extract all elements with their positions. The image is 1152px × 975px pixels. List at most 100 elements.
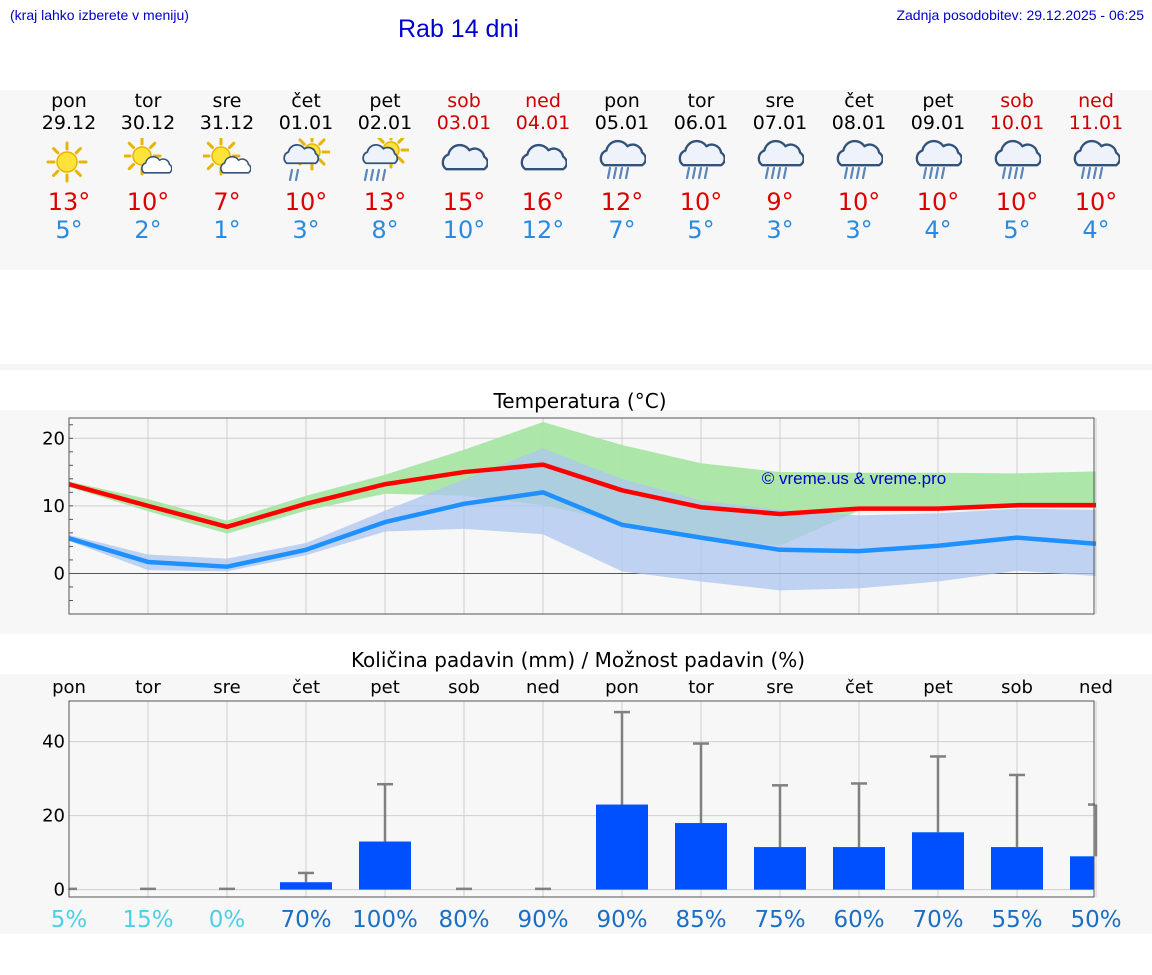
max-temperature: 10° bbox=[679, 188, 723, 216]
day-column: pon 29.12 13° 5° bbox=[29, 90, 109, 244]
day-column: sob 10.01 10° 5° bbox=[977, 90, 1057, 244]
max-temperature: 13° bbox=[47, 188, 91, 216]
day-column: pet 09.01 10° 4° bbox=[898, 90, 978, 244]
day-name: pon bbox=[604, 90, 640, 112]
precipitation-probability: 90% bbox=[517, 907, 568, 933]
day-column: ned 11.01 10° 4° bbox=[1056, 90, 1136, 244]
min-temperature: 5° bbox=[687, 216, 715, 244]
weekday-label: čet bbox=[845, 677, 873, 698]
copyright-watermark: © vreme.us & vreme.pro bbox=[762, 469, 946, 488]
max-temperature: 16° bbox=[521, 188, 565, 216]
precipitation-chart-title: Količina padavin (mm) / Možnost padavin … bbox=[351, 648, 805, 672]
day-column: sob 03.01 15° 10° bbox=[424, 90, 504, 244]
precipitation-bar bbox=[280, 882, 332, 890]
max-temperature: 12° bbox=[600, 188, 644, 216]
y-tick-label: 10 bbox=[42, 496, 65, 517]
menu-hint: (kraj lahko izberete v meniju) bbox=[10, 7, 189, 23]
day-column: pet 02.01 13° 8° bbox=[345, 90, 425, 244]
day-name: čet bbox=[844, 90, 874, 112]
sun-cloud-rain-icon bbox=[362, 138, 409, 182]
cloud-rain-icon bbox=[1073, 139, 1120, 180]
max-temperature: 13° bbox=[363, 188, 407, 216]
max-temperature: 10° bbox=[284, 188, 328, 216]
precipitation-probability: 5% bbox=[51, 907, 88, 933]
min-temperature: 2° bbox=[134, 216, 162, 244]
min-temperature: 3° bbox=[292, 216, 320, 244]
weekday-label: tor bbox=[688, 677, 714, 698]
weekday-label: sre bbox=[213, 677, 240, 698]
max-temperature: 10° bbox=[126, 188, 170, 216]
cloud-rain-icon bbox=[678, 139, 725, 180]
weekday-label: sre bbox=[766, 677, 793, 698]
min-temperature: 8° bbox=[371, 216, 399, 244]
day-date: 08.01 bbox=[831, 112, 887, 134]
max-temperature: 10° bbox=[1074, 188, 1118, 216]
day-name: ned bbox=[1078, 90, 1114, 112]
precipitation-plot-frame bbox=[68, 700, 1095, 898]
weekday-label: pet bbox=[370, 677, 400, 698]
weekday-label: pet bbox=[923, 677, 953, 698]
day-column: čet 01.01 10° 3° bbox=[266, 90, 346, 244]
day-name: tor bbox=[134, 90, 162, 112]
max-temperature: 9° bbox=[766, 188, 794, 216]
day-date: 09.01 bbox=[910, 112, 966, 134]
max-temperature: 10° bbox=[837, 188, 881, 216]
weekday-label: ned bbox=[1079, 677, 1113, 698]
weekday-label: tor bbox=[135, 677, 161, 698]
cloud-rain-icon bbox=[836, 139, 883, 180]
temperature-plot-frame bbox=[68, 417, 1095, 615]
day-date: 02.01 bbox=[357, 112, 413, 134]
precipitation-bar bbox=[833, 847, 885, 890]
max-temperature: 10° bbox=[995, 188, 1039, 216]
day-name: čet bbox=[291, 90, 321, 112]
day-name: sre bbox=[765, 90, 795, 112]
sun-icon bbox=[46, 141, 88, 183]
min-temperature: 10° bbox=[442, 216, 486, 244]
precipitation-probability: 80% bbox=[438, 907, 489, 933]
day-date: 10.01 bbox=[989, 112, 1045, 134]
page-title: Rab 14 dni bbox=[398, 15, 519, 43]
min-temperature: 4° bbox=[924, 216, 952, 244]
day-name: pet bbox=[922, 90, 954, 112]
sun-cloud-light-rain-icon bbox=[283, 138, 330, 182]
weekday-label: sob bbox=[1001, 677, 1033, 698]
day-date: 04.01 bbox=[515, 112, 571, 134]
precipitation-probability: 0% bbox=[209, 907, 246, 933]
y-tick-label: 20 bbox=[42, 428, 65, 449]
cloud-rain-icon bbox=[757, 139, 804, 180]
day-date: 30.12 bbox=[120, 112, 176, 134]
precipitation-probability: 75% bbox=[754, 907, 805, 933]
min-temperature: 4° bbox=[1082, 216, 1110, 244]
precipitation-bar bbox=[754, 847, 806, 890]
cloud-icon bbox=[520, 143, 567, 171]
day-name: tor bbox=[687, 90, 715, 112]
sun-cloud-icon bbox=[203, 138, 251, 176]
day-date: 01.01 bbox=[278, 112, 334, 134]
cloud-icon bbox=[441, 143, 488, 171]
max-temperature-line bbox=[68, 462, 1096, 530]
precipitation-bar bbox=[991, 847, 1043, 890]
y-tick-label: 40 bbox=[42, 732, 65, 753]
day-date: 03.01 bbox=[436, 112, 492, 134]
y-tick-label: 0 bbox=[54, 563, 65, 584]
daily-forecast-strip: pon 29.12 13° 5° tor 30.12 10° 2° sre 31.12 7° 1° če… bbox=[0, 90, 1152, 270]
weekday-label: pon bbox=[52, 677, 86, 698]
day-date: 11.01 bbox=[1068, 112, 1124, 134]
weekday-label: sob bbox=[448, 677, 480, 698]
min-temperature-range-band bbox=[69, 448, 1096, 591]
day-date: 31.12 bbox=[199, 112, 255, 134]
day-column: pon 05.01 12° 7° bbox=[582, 90, 662, 244]
precipitation-probability: 85% bbox=[675, 907, 726, 933]
day-column: tor 06.01 10° 5° bbox=[661, 90, 741, 244]
day-date: 29.12 bbox=[41, 112, 97, 134]
min-temperature-line bbox=[68, 490, 1097, 569]
max-temperature: 15° bbox=[442, 188, 486, 216]
max-temperature: 10° bbox=[916, 188, 960, 216]
min-temperature: 3° bbox=[766, 216, 794, 244]
last-update: Zadnja posodobitev: 29.12.2025 - 06:25 bbox=[896, 7, 1144, 23]
min-temperature: 5° bbox=[55, 216, 83, 244]
precipitation-probability: 100% bbox=[352, 907, 418, 933]
min-temperature: 7° bbox=[608, 216, 636, 244]
day-name: ned bbox=[525, 90, 561, 112]
